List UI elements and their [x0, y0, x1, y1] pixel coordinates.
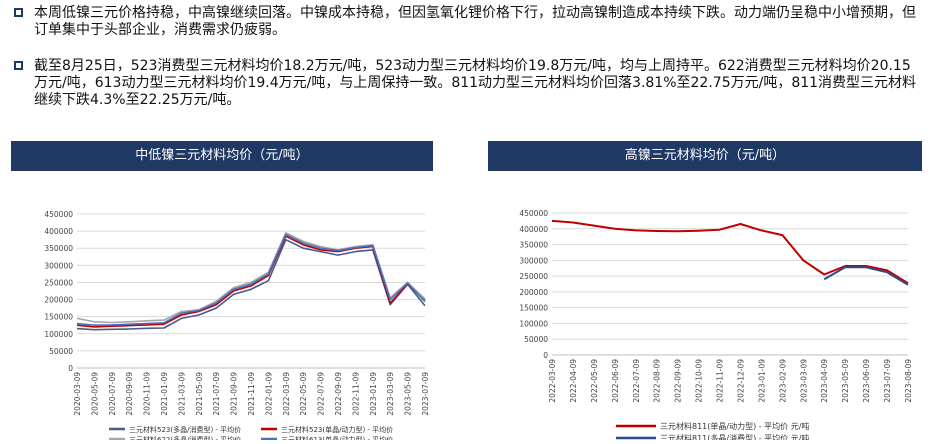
x-tick-label: 2022-03-09: [282, 372, 291, 416]
x-tick-label: 2022-12-09: [736, 359, 745, 403]
bullet-square-icon: [14, 8, 23, 17]
x-tick-label: 2023-02-09: [778, 359, 787, 403]
chart-low-mid-nickel: 0 50000 100000 150000 200000 250000 300000 3500…: [44, 210, 430, 444]
chart-high-nickel: 0 50000 100000 150000 200000 250000 300000 3500…: [519, 209, 913, 443]
x-tick-label: 2022-03-09: [548, 359, 557, 403]
x-tick-label: 2022-01-09: [264, 372, 273, 416]
x-tick-label: 2021-11-09: [247, 372, 256, 416]
y-tick-label: 250000: [44, 278, 73, 287]
y-tick-label: 300000: [44, 261, 73, 270]
y-tick-label: 300000: [519, 256, 548, 265]
x-tick-label: 2023-08-09: [904, 359, 913, 403]
chart-panel-low-mid-nickel: 中低镍三元材料均价（元/吨） 0 50000 100000 150000 200000 2…: [11, 141, 433, 444]
x-tick-label: 2020-03-09: [73, 372, 82, 416]
chart-title: 高镍三元材料均价（元/吨）: [488, 141, 922, 171]
x-tick-label: 2021-07-09: [212, 372, 221, 416]
y-tick-label: 200000: [44, 296, 73, 305]
x-tick-label: 2022-09-09: [334, 372, 343, 416]
y-tick-label: 100000: [44, 330, 73, 339]
y-tick-label: 400000: [519, 225, 548, 234]
x-tick-label: 2022-05-09: [590, 359, 599, 403]
legend-label: 三元材料622(多晶/消费型) - 平均价: [129, 435, 241, 440]
series-line: [551, 219, 909, 285]
x-tick-label: 2023-01-09: [757, 359, 766, 403]
series-line: [823, 266, 909, 286]
x-tick-label: 2023-04-09: [820, 359, 829, 403]
legend-label: 三元材料811(单晶/动力型) - 平均价 元/吨: [660, 421, 809, 431]
x-tick-label: 2023-01-09: [369, 372, 378, 416]
series-line: [76, 233, 426, 326]
x-tick-label: 2021-01-09: [160, 372, 169, 416]
y-tick-label: 100000: [519, 319, 548, 328]
x-tick-label: 2020-07-09: [108, 372, 117, 416]
bullet-text: 本周低镍三元价格持稳，中高镍继续回落。中镍成本持稳，但因氢氧化锂价格下行，拉动高…: [34, 5, 916, 38]
y-tick-label: 150000: [519, 304, 548, 313]
y-tick-label: 150000: [44, 313, 73, 322]
x-tick-label: 2022-06-09: [611, 359, 620, 403]
x-tick-label: 2021-05-09: [195, 372, 204, 416]
y-tick-label: 350000: [519, 241, 548, 250]
x-tick-label: 2022-11-09: [351, 372, 360, 416]
x-tick-label: 2021-03-09: [177, 372, 186, 416]
bullet-text: 截至8月25日，523消费型三元材料均价18.2万元/吨，523动力型三元材料均…: [34, 58, 917, 108]
y-tick-label: 200000: [519, 288, 548, 297]
bullet-square-icon: [14, 61, 23, 70]
x-tick-label: 2023-06-09: [862, 359, 871, 403]
x-tick-label: 2023-03-09: [386, 372, 395, 416]
y-tick-label: 50000: [524, 335, 548, 344]
chart-title: 中低镍三元材料均价（元/吨）: [11, 141, 433, 171]
y-tick-label: 250000: [519, 272, 548, 281]
series-line: [76, 238, 426, 331]
x-tick-label: 2022-07-09: [317, 372, 326, 416]
x-tick-label: 2022-04-09: [569, 359, 578, 403]
x-tick-label: 2023-07-09: [421, 372, 430, 416]
x-tick-label: 2022-08-09: [653, 359, 662, 403]
y-tick-label: 50000: [49, 347, 73, 356]
x-tick-label: 2022-07-09: [632, 359, 641, 403]
legend-label: 三元材料811(多晶/消费型) - 平均价 元/吨: [660, 433, 809, 440]
legend-label: 三元材料523(单晶/动力型) - 平均价: [281, 425, 393, 434]
summary-bullet-2: 截至8月25日，523消费型三元材料均价18.2万元/吨，523动力型三元材料均…: [14, 58, 919, 109]
x-tick-label: 2022-09-09: [674, 359, 683, 403]
x-tick-label: 2022-10-09: [695, 359, 704, 403]
y-tick-label: 350000: [44, 244, 73, 253]
x-tick-label: 2020-09-09: [125, 372, 134, 416]
x-tick-label: 2023-05-09: [841, 359, 850, 403]
x-tick-label: 2020-05-09: [90, 372, 99, 416]
legend-label: 三元材料613(单晶/动力型) - 平均价: [281, 435, 393, 440]
x-tick-label: 2023-07-09: [883, 359, 892, 403]
x-tick-label: 2023-05-09: [404, 372, 413, 416]
x-tick-label: 2020-11-09: [143, 372, 152, 416]
chart-panel-high-nickel: 高镍三元材料均价（元/吨） 0 50000 100000 150000 200000 25…: [488, 141, 922, 443]
x-tick-label: 2022-05-09: [299, 372, 308, 416]
series-line: [76, 235, 426, 328]
y-tick-label: 450000: [44, 210, 73, 219]
summary-bullet-1: 本周低镍三元价格持稳，中高镍继续回落。中镍成本持稳，但因氢氧化锂价格下行，拉动高…: [14, 5, 919, 39]
x-tick-label: 2022-11-09: [716, 359, 725, 403]
x-tick-label: 2021-09-09: [230, 372, 239, 416]
y-tick-label: 400000: [44, 227, 73, 236]
y-tick-label: 0: [543, 351, 548, 360]
y-tick-label: 0: [68, 364, 73, 373]
y-tick-label: 450000: [519, 209, 548, 218]
x-tick-label: 2023-03-09: [799, 359, 808, 403]
legend-label: 三元材料523(多晶/消费型) - 平均价: [129, 425, 241, 434]
